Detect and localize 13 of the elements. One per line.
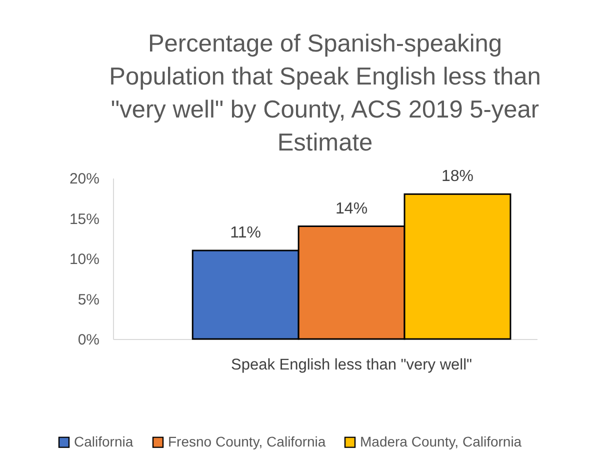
chart-title: Percentage of Spanish-speaking Population that Speak English less than "very well" by County, ACS 2019 5-year Estimate — [109, 30, 541, 157]
data-label: 18% — [441, 168, 474, 186]
y-tick-label: 5% — [78, 291, 100, 308]
y-tick-label: 10% — [69, 251, 100, 268]
y-tick-label: 15% — [69, 210, 100, 228]
legend-label: California — [74, 433, 134, 450]
x-tick-label: Speak English less than "very well" — [231, 356, 472, 374]
data-label: 14% — [336, 200, 368, 218]
legend-label: Fresno County, California — [168, 433, 326, 450]
legend-label: Madera County, California — [360, 433, 522, 450]
y-tick-label: 20% — [69, 170, 100, 188]
data-label: 11% — [230, 224, 262, 242]
y-tick-label: 0% — [78, 332, 100, 348]
